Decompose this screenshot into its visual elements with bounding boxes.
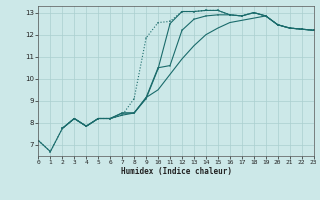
X-axis label: Humidex (Indice chaleur): Humidex (Indice chaleur) <box>121 167 231 176</box>
